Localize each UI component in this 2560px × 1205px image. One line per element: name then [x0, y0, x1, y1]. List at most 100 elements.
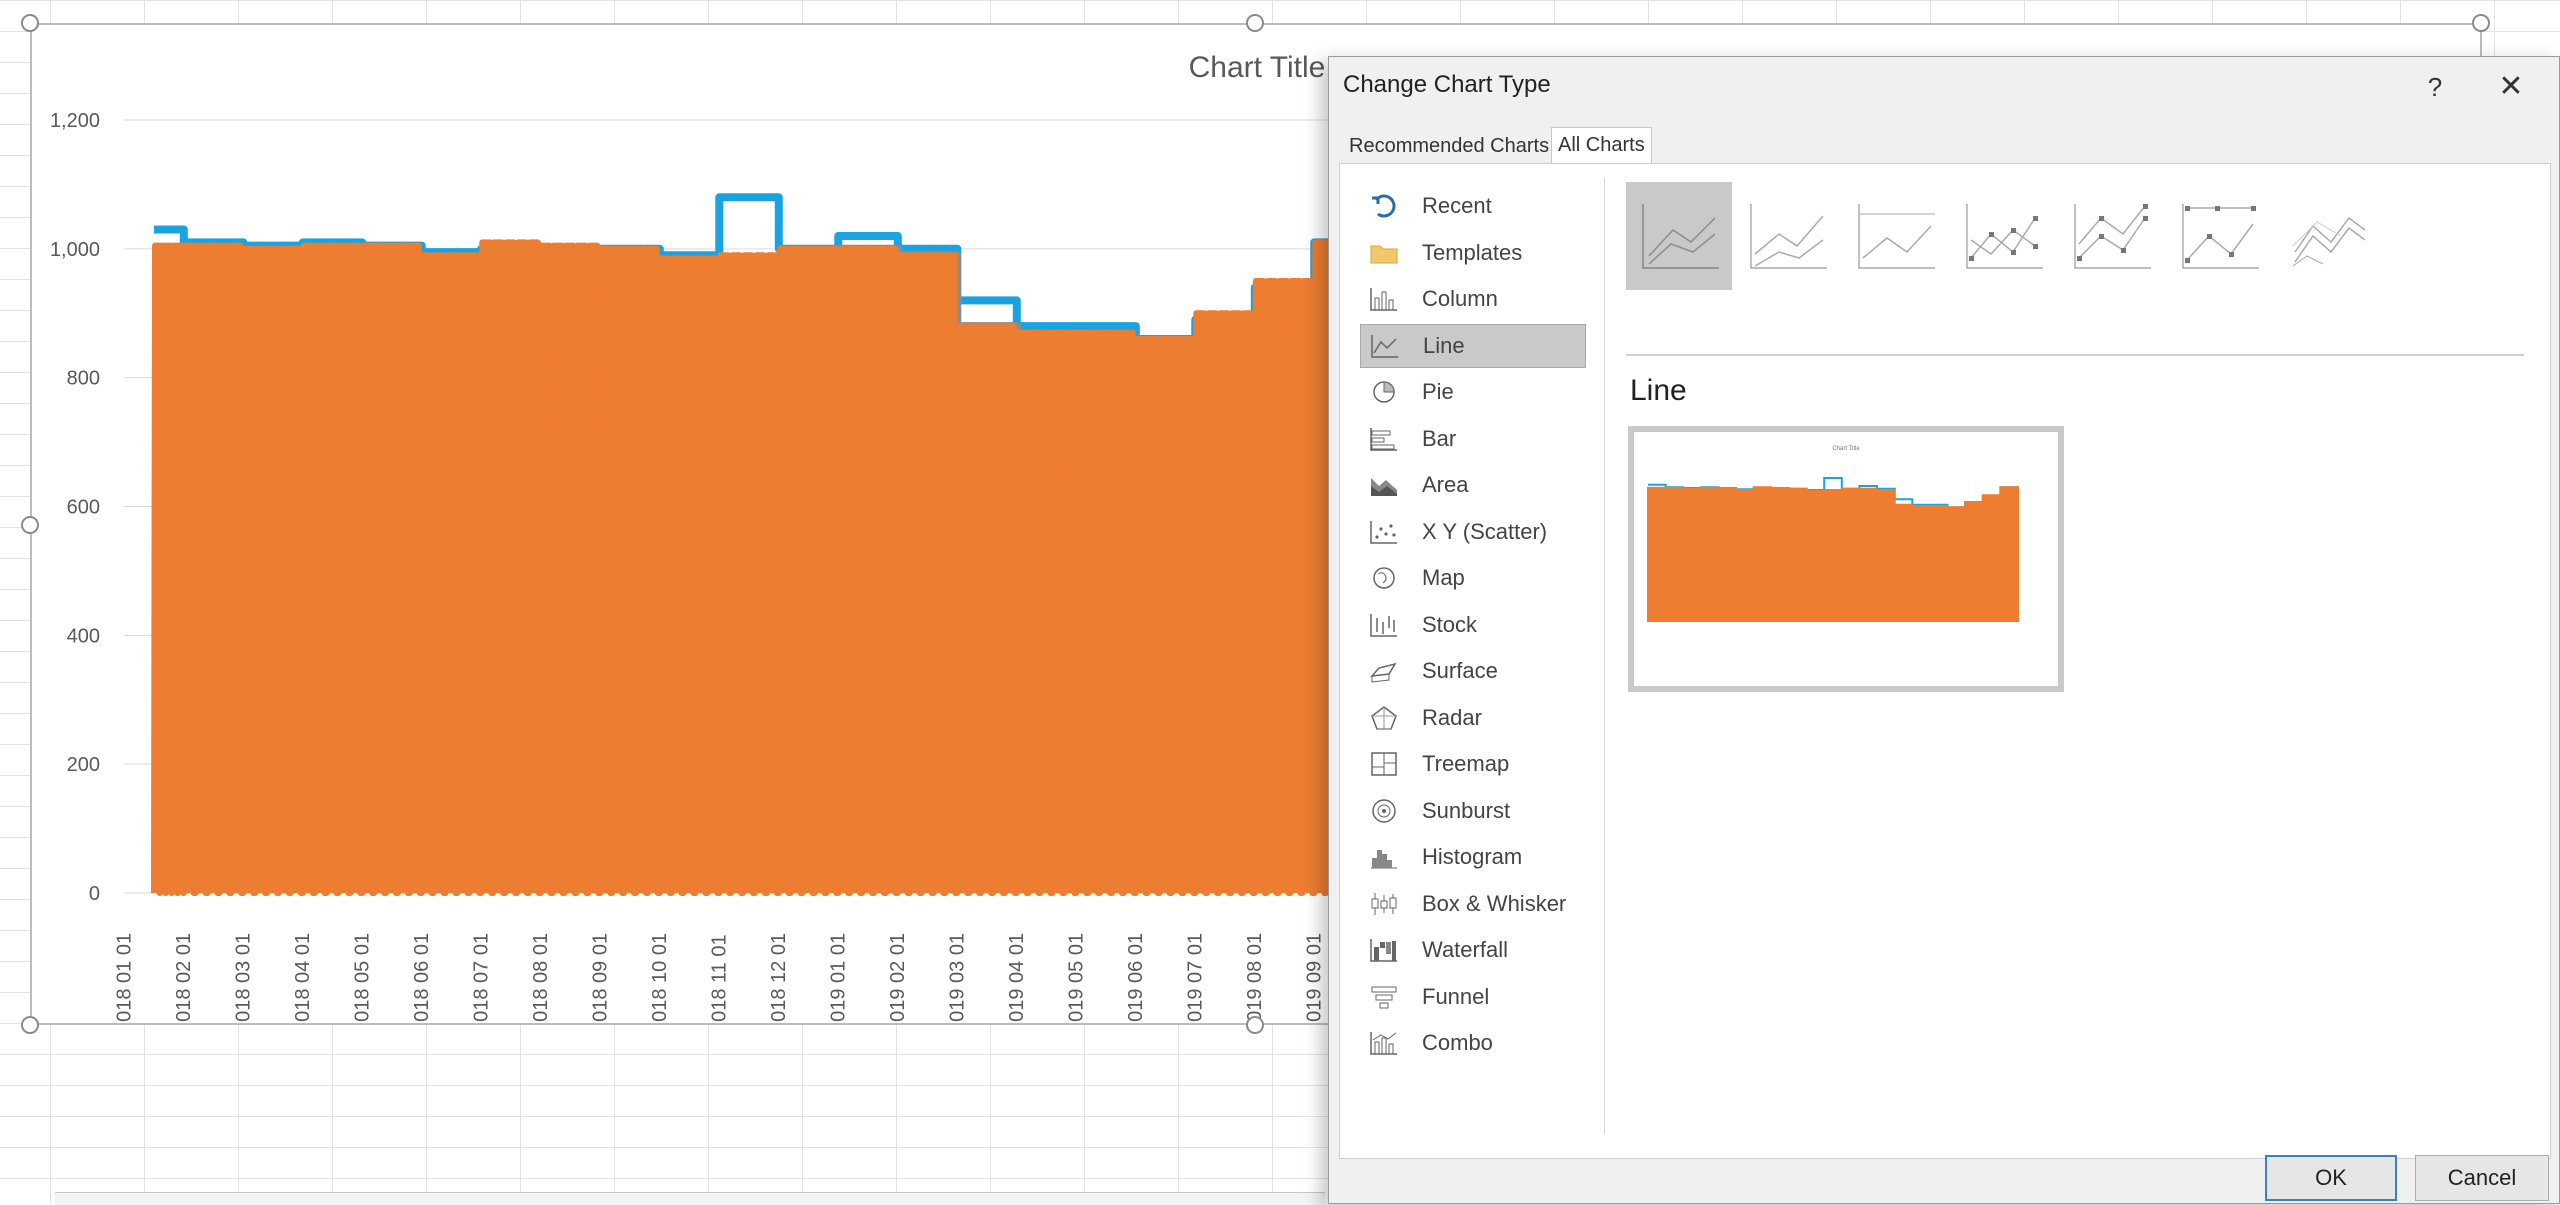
chart-type-label: Column — [1422, 286, 1498, 311]
stock-chart-icon — [1366, 610, 1402, 640]
chart-type-label: Recent — [1422, 193, 1492, 218]
series-line[interactable] — [151, 239, 1375, 896]
chart-title[interactable]: Chart Title — [1189, 51, 1326, 84]
subtype-3d-line[interactable] — [2274, 182, 2380, 290]
chart-type-templates[interactable]: Templates — [1360, 231, 1586, 275]
subtype-100-stacked-line[interactable] — [1842, 182, 1948, 290]
dialog-body: Recent Templates Column Line — [1339, 163, 2551, 1159]
subtype-100-stacked-line-with-markers[interactable] — [2166, 182, 2272, 290]
y-tick-label: 400 — [67, 625, 100, 647]
histogram-chart-icon — [1366, 842, 1402, 872]
chart-type-label: Sunburst — [1422, 797, 1511, 823]
x-tick-label: 2019 03 01 — [946, 933, 968, 1023]
radar-chart-icon — [1366, 703, 1402, 733]
resize-handle-middle-left[interactable] — [21, 516, 39, 534]
chart-type-label: Map — [1422, 565, 1465, 590]
chart-type-area[interactable]: Area — [1360, 463, 1586, 507]
chart-type-recent[interactable]: Recent — [1360, 184, 1586, 228]
help-button[interactable]: ? — [2427, 72, 2443, 102]
surface-chart-icon — [1366, 656, 1402, 686]
chart-type-combo[interactable]: Combo — [1360, 1021, 1586, 1065]
subtype-stacked-line[interactable] — [1734, 182, 1840, 290]
x-tick-label: 2018 10 01 — [649, 933, 671, 1023]
waterfall-chart-icon — [1366, 935, 1402, 965]
resize-handle-top-right[interactable] — [2472, 14, 2490, 32]
x-tick-label: 2019 06 01 — [1125, 933, 1147, 1023]
chart-type-waterfall[interactable]: Waterfall — [1360, 928, 1586, 972]
recent-icon — [1366, 191, 1402, 221]
x-tick-label: 2018 09 01 — [589, 933, 611, 1023]
chart-type-map[interactable]: Map — [1360, 556, 1586, 600]
y-tick-label: 600 — [67, 497, 100, 519]
x-tick-label: 2018 05 01 — [351, 933, 373, 1023]
map-chart-icon — [1366, 563, 1402, 593]
ok-button[interactable]: OK — [2265, 1155, 2397, 1201]
chart-type-line[interactable]: Line — [1360, 323, 1586, 368]
chart-type-pie[interactable]: Pie — [1360, 370, 1586, 414]
x-tick-label: 2018 07 01 — [470, 933, 492, 1023]
chart-type-label: Radar — [1422, 704, 1482, 730]
x-tick-label: 2018 08 01 — [530, 933, 552, 1023]
chart-type-column[interactable]: Column — [1360, 277, 1586, 321]
x-tick-label: 2018 06 01 — [411, 933, 433, 1023]
chart-type-treemap[interactable]: Treemap — [1360, 742, 1586, 786]
chart-preview[interactable]: Chart Title — [1628, 426, 2064, 692]
chart-type-label: Treemap — [1422, 751, 1510, 776]
chart-type-funnel[interactable]: Funnel — [1360, 975, 1586, 1019]
cancel-button[interactable]: Cancel — [2415, 1155, 2549, 1201]
x-tick-label: 2018 02 01 — [173, 933, 195, 1023]
chart-type-scatter[interactable]: X Y (Scatter) — [1360, 510, 1586, 554]
chart-type-label: Line — [1423, 332, 1465, 358]
x-tick-label: 2018 03 01 — [232, 933, 254, 1023]
x-tick-label: 2019 05 01 — [1065, 933, 1087, 1023]
scatter-chart-icon — [1366, 517, 1402, 547]
x-tick-label: 2019 02 01 — [887, 933, 909, 1023]
tab-all-charts[interactable]: All Charts — [1551, 127, 1652, 164]
x-tick-label: 2019 04 01 — [1006, 933, 1028, 1023]
chart-type-label: Funnel — [1422, 983, 1490, 1009]
subtype-divider — [1626, 354, 2524, 356]
preview-title: Chart Title — [1832, 446, 1860, 452]
y-tick-label: 1,200 — [50, 110, 100, 132]
y-tick-label: 800 — [67, 368, 100, 390]
chart-type-bar[interactable]: Bar — [1360, 417, 1586, 461]
chart-type-surface[interactable]: Surface — [1360, 649, 1586, 693]
box-whisker-chart-icon — [1366, 889, 1402, 919]
x-tick-label: 2018 11 01 — [708, 934, 730, 1023]
sunburst-chart-icon — [1366, 796, 1402, 826]
subtype-stacked-line-with-markers[interactable] — [2058, 182, 2164, 290]
chart-type-box-whisker[interactable]: Box & Whisker — [1360, 882, 1586, 926]
resize-handle-bottom-left[interactable] — [21, 1016, 39, 1034]
chart-type-label: Templates — [1422, 239, 1523, 265]
close-button[interactable]: ✕ — [2498, 70, 2524, 103]
x-tick-label: 2018 01 01 — [113, 933, 135, 1023]
chart-type-label: Combo — [1422, 1030, 1493, 1055]
chart-type-stock[interactable]: Stock — [1360, 603, 1586, 647]
chart-type-label: Pie — [1422, 379, 1454, 404]
dialog-title: Change Chart Type — [1343, 71, 1551, 98]
chart-type-label: Box & Whisker — [1422, 890, 1567, 916]
chart-type-sunburst[interactable]: Sunburst — [1360, 789, 1586, 833]
chart-type-histogram[interactable]: Histogram — [1360, 835, 1586, 879]
combo-chart-icon — [1366, 1028, 1402, 1058]
chart-type-radar[interactable]: Radar — [1360, 696, 1586, 740]
subtype-line-with-markers[interactable] — [1950, 182, 2056, 290]
subtype-line[interactable] — [1626, 182, 1732, 290]
resize-handle-top-middle[interactable] — [1246, 14, 1264, 32]
chart-type-label: Area — [1422, 472, 1469, 497]
column-chart-icon — [1366, 284, 1402, 314]
pie-chart-icon — [1366, 377, 1402, 407]
resize-handle-top-left[interactable] — [21, 14, 39, 32]
folder-icon — [1366, 238, 1402, 268]
chart-type-list: Recent Templates Column Line — [1360, 184, 1586, 1068]
chart-type-label: Bar — [1422, 425, 1457, 451]
tab-recommended-charts[interactable]: Recommended Charts — [1349, 135, 1550, 157]
subtype-heading: Line — [1630, 374, 1687, 407]
x-tick-label: 2019 01 01 — [827, 933, 849, 1023]
list-divider — [1604, 178, 1605, 1134]
sheet-tabs-bar[interactable] — [55, 1192, 1325, 1205]
resize-handle-bottom-middle[interactable] — [1246, 1016, 1264, 1034]
y-tick-label: 200 — [67, 754, 100, 776]
x-tick-label: 2019 07 01 — [1184, 933, 1206, 1023]
treemap-chart-icon — [1366, 749, 1402, 779]
